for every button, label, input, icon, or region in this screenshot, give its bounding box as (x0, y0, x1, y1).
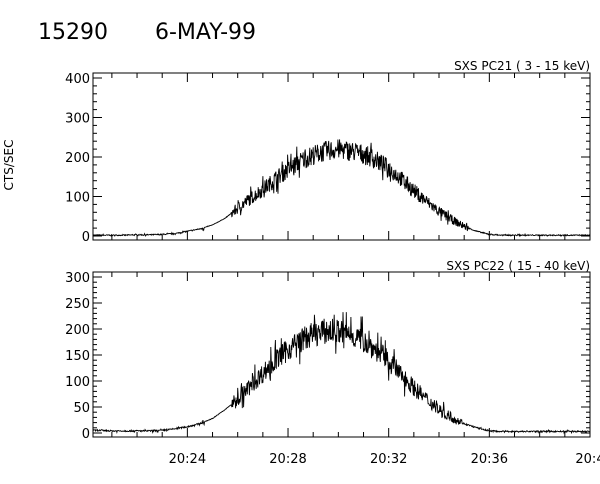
y-tick-label: 0 (82, 427, 90, 442)
y-axis-label: CTS/SEC (2, 140, 16, 191)
y-tick-label: 200 (65, 323, 90, 338)
x-tick-label: 20:24 (169, 452, 206, 467)
y-tick-label: 50 (73, 401, 90, 416)
x-tick-label: 20:28 (269, 452, 306, 467)
series-line-pc22 (92, 312, 591, 435)
x-tick-label: 20:32 (370, 452, 407, 467)
y-tick-label: 100 (65, 191, 90, 206)
y-tick-label: 100 (65, 375, 90, 390)
panel-title-pc22: SXS PC22 ( 15 - 40 keV) (446, 259, 590, 273)
y-tick-label: 400 (65, 72, 90, 87)
x-tick-label: 20:4 (575, 452, 600, 467)
plot-frame (92, 72, 591, 241)
y-tick-label: 300 (65, 271, 90, 286)
observation-id: 15290 (38, 20, 108, 45)
plot-frame (92, 271, 591, 438)
y-tick-label: 200 (65, 151, 90, 166)
x-tick-label: 20:36 (471, 452, 508, 467)
y-tick-label: 250 (65, 297, 90, 312)
observation-date: 6-MAY-99 (155, 20, 256, 45)
y-tick-label: 300 (65, 112, 90, 127)
panel-title-pc21: SXS PC21 ( 3 - 15 keV) (454, 59, 590, 73)
series-line-pc21 (92, 139, 590, 238)
y-tick-label: 0 (82, 230, 90, 245)
y-tick-label: 150 (65, 349, 90, 364)
